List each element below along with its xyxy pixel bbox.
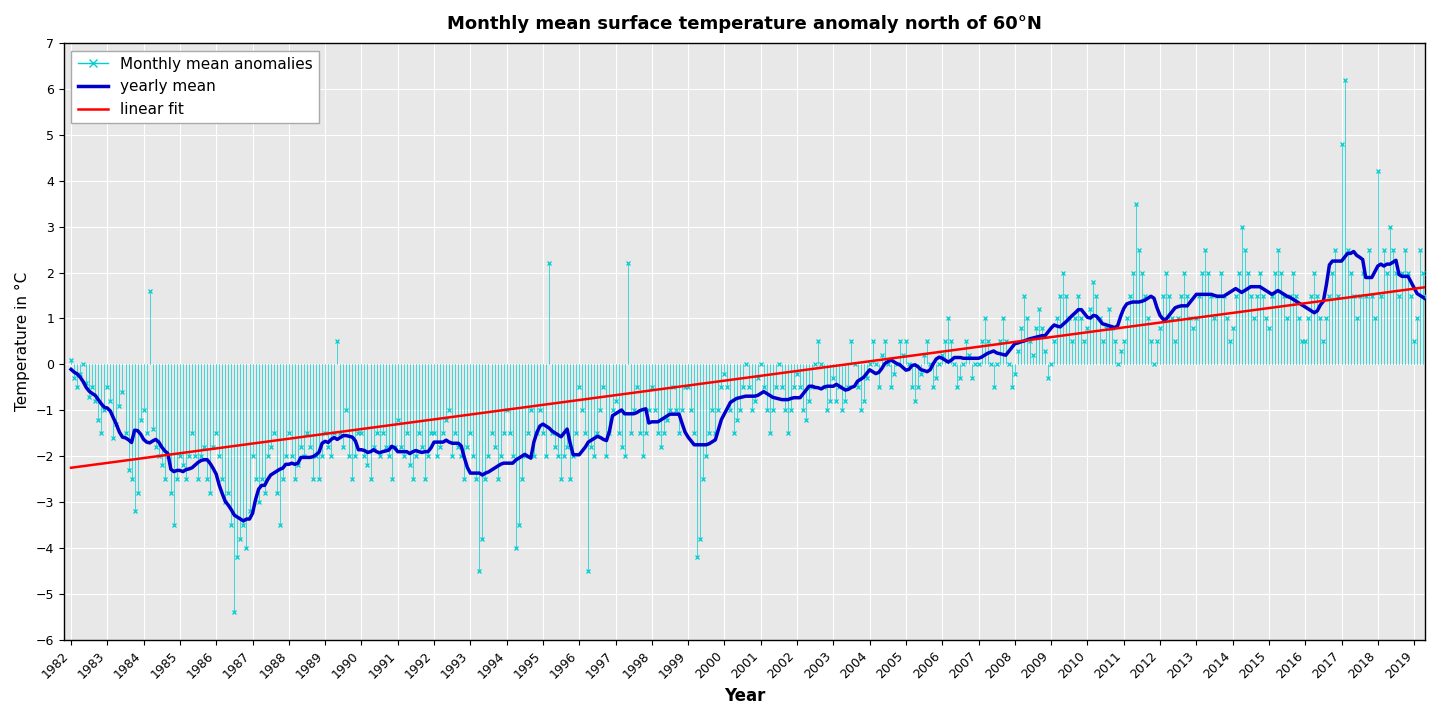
yearly mean xyxy=(383,442,400,451)
Monthly mean anomalies xyxy=(226,608,243,617)
Line: yearly mean: yearly mean xyxy=(71,251,1440,521)
yearly mean xyxy=(62,365,79,374)
Monthly mean anomalies xyxy=(383,475,400,484)
yearly mean xyxy=(235,517,252,526)
Legend: Monthly mean anomalies, yearly mean, linear fit: Monthly mean anomalies, yearly mean, lin… xyxy=(72,50,320,123)
yearly mean xyxy=(207,470,225,479)
Monthly mean anomalies xyxy=(1336,76,1354,84)
Monthly mean anomalies xyxy=(976,314,994,323)
yearly mean xyxy=(153,443,170,451)
X-axis label: Year: Year xyxy=(724,687,765,705)
Monthly mean anomalies xyxy=(153,461,170,469)
yearly mean xyxy=(976,351,994,359)
Line: Monthly mean anomalies: Monthly mean anomalies xyxy=(69,77,1440,615)
yearly mean xyxy=(655,414,672,423)
yearly mean xyxy=(356,446,373,455)
Y-axis label: Temperature in °C: Temperature in °C xyxy=(14,272,30,411)
Monthly mean anomalies xyxy=(62,356,79,364)
Title: Monthly mean surface temperature anomaly north of 60°N: Monthly mean surface temperature anomaly… xyxy=(446,15,1041,33)
Monthly mean anomalies xyxy=(207,429,225,438)
yearly mean xyxy=(1345,247,1362,256)
Monthly mean anomalies xyxy=(655,429,672,438)
Monthly mean anomalies xyxy=(356,452,373,461)
